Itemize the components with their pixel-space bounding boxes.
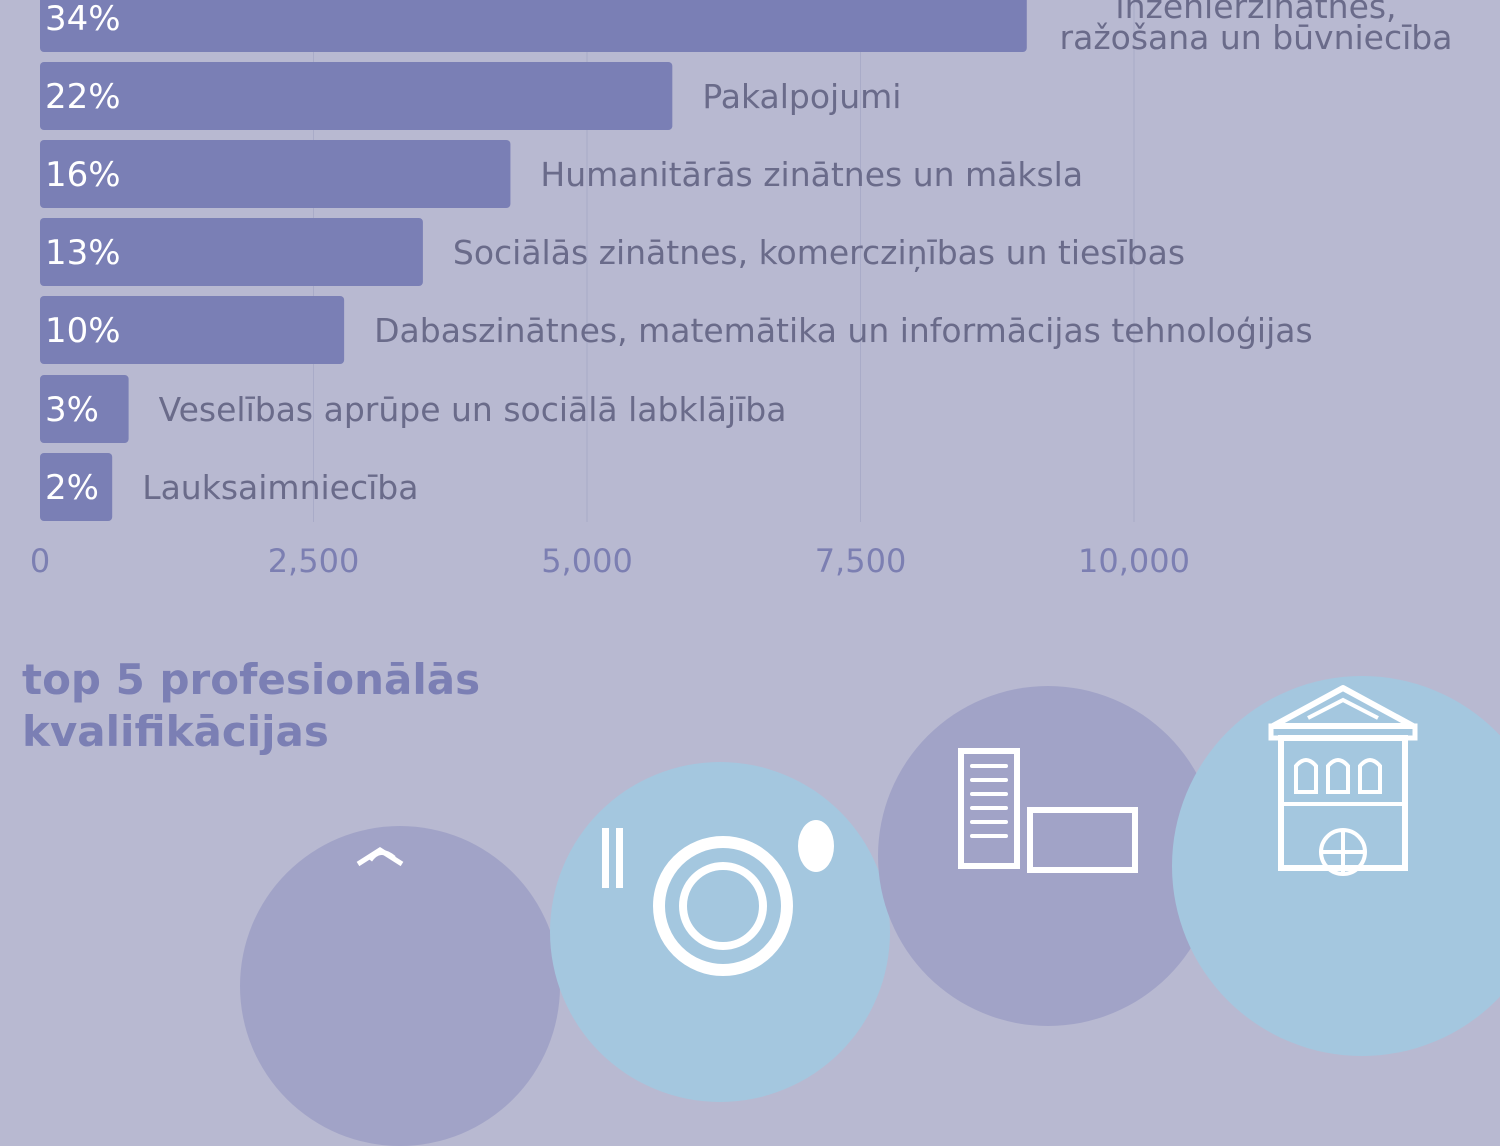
- historic-building-icon: [1268, 685, 1418, 876]
- section-title-line-1: top 5 profesionālās: [22, 655, 481, 704]
- bar-category-label-4: Sociālās zinātnes, komercziņības un ties…: [453, 233, 1185, 272]
- bar-value-label-4: 13%: [45, 233, 121, 273]
- bar-value-label-7: 2%: [45, 468, 99, 508]
- graduate-circle: [240, 826, 560, 1146]
- x-tick-label-4: 10,000: [1078, 542, 1190, 580]
- bar-category-label-3: Humanitārās zinātnes un māksla: [540, 155, 1083, 194]
- bar-category-label-7: Lauksaimniecība: [142, 468, 418, 507]
- section-title-line-2: kvalifikācijas: [22, 707, 329, 756]
- graduate-icon: [356, 847, 404, 867]
- bar-category-label-6: Veselības aprūpe un sociālā labklājība: [159, 390, 787, 429]
- bar-value-label-1: 34%: [45, 0, 121, 39]
- bar-4: [40, 218, 423, 286]
- bar-category-label-2: Pakalpojumi: [702, 77, 901, 116]
- bar-2: [40, 62, 673, 130]
- bar-1: [40, 0, 1027, 52]
- office-building-icon: [958, 748, 1138, 873]
- bar-3: [40, 140, 511, 208]
- section-title: top 5 profesionālās kvalifikācijas: [22, 654, 480, 758]
- x-tick-label-3: 7,500: [815, 542, 907, 580]
- bar-value-label-5: 10%: [45, 311, 121, 351]
- x-tick-label-0: 0: [30, 542, 50, 580]
- restaurant-circle: [550, 762, 890, 1102]
- bar-category-label-5: Dabaszinātnes, matemātika un informācija…: [374, 311, 1313, 350]
- bar-category-label-1-line-2: ražošana un būvniecība: [1060, 18, 1453, 57]
- bar-value-label-6: 3%: [45, 390, 99, 430]
- bar-5: [40, 296, 345, 364]
- bar-value-label-3: 16%: [45, 155, 121, 195]
- bar-6: [40, 375, 129, 443]
- bar-7: [40, 453, 113, 521]
- x-tick-label-1: 2,500: [268, 542, 360, 580]
- restaurant-icon: [602, 820, 834, 976]
- bar-chart: 0 2,500 5,000 7,500 10,000 34% inženierzinātne…: [30, 0, 1453, 580]
- bar-category-label-1-line-1: inženierzinātnes,: [1115, 0, 1396, 26]
- bar-value-label-2: 22%: [45, 77, 121, 117]
- x-tick-label-2: 5,000: [541, 542, 633, 580]
